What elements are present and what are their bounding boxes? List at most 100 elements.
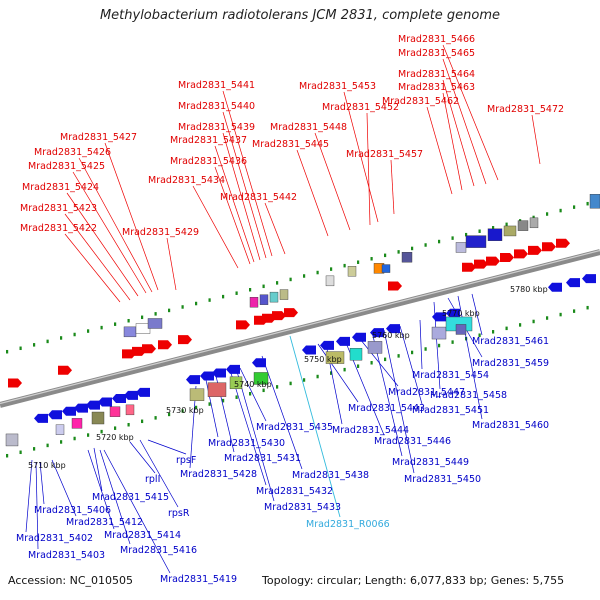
scale-ticks [6, 201, 589, 458]
tick-mark [586, 305, 589, 310]
reverse-gene-arrow [124, 390, 138, 400]
tick-mark [73, 436, 76, 441]
tick-mark [411, 350, 414, 355]
tick-mark [208, 402, 211, 406]
reverse-gene-arrow [566, 278, 580, 288]
forward-label-leader [264, 202, 286, 255]
gene-box [71, 418, 83, 429]
forward-label-leader [64, 233, 121, 303]
reverse-gene-label: Mrad2831_5450 [404, 474, 481, 485]
reverse-label-leader [35, 461, 39, 550]
tick-mark [384, 253, 387, 258]
gene-box [147, 318, 163, 329]
scale-label: 5710 kbp [28, 461, 66, 470]
reverse-gene-label: Mrad2831_5444 [332, 425, 409, 436]
reverse-gene-arrow [62, 406, 76, 416]
tick-mark [289, 381, 292, 386]
tick-mark [316, 270, 319, 275]
tick-mark [154, 312, 157, 316]
reverse-gene-label: Mrad2831_5459 [472, 358, 549, 369]
reverse-gene-label: Mrad2831_5454 [412, 370, 489, 381]
forward-gene-arrow [158, 340, 172, 350]
reverse-gene-arrow [48, 410, 62, 420]
gene-box [207, 382, 227, 397]
tick-mark [519, 323, 522, 327]
reverse-gene-label: Mrad2831_5458 [430, 390, 507, 401]
reverse-gene-arrow [112, 393, 126, 403]
reverse-gene-arrow [336, 336, 350, 346]
reverse-gene-arrow [386, 324, 400, 334]
tick-mark [168, 308, 171, 313]
gene-box [109, 406, 121, 417]
forward-gene-label: Mrad2831_5440 [178, 101, 255, 112]
reverse-gene-arrow [98, 397, 112, 407]
reverse-gene-label: Mrad2831_5438 [292, 470, 369, 481]
tick-mark [235, 291, 238, 295]
gene-box [347, 266, 357, 277]
tick-mark [249, 392, 252, 396]
reverse-gene-label: Mrad2831_5403 [28, 550, 105, 561]
forward-gene-arrow [528, 245, 542, 255]
gene-box [517, 220, 529, 231]
reverse-gene-label: rplI [145, 474, 160, 485]
tick-mark [208, 298, 211, 302]
scale-label: 5780 kbp [510, 285, 548, 294]
reverse-gene-label: Mrad2831_5419 [160, 574, 237, 585]
reverse-gene-label: Mrad2831_5451 [412, 405, 489, 416]
scale-label: 5760 kbp [372, 331, 410, 340]
tick-mark [505, 222, 508, 227]
gene-box [123, 326, 137, 338]
forward-label-leader [66, 192, 139, 297]
forward-label-leader [442, 92, 463, 191]
tick-mark [397, 354, 400, 358]
gene-box [401, 252, 413, 263]
gene-box [455, 324, 467, 335]
tick-mark [87, 433, 90, 437]
gene-box [91, 411, 105, 425]
forward-gene-arrow [272, 311, 286, 321]
forward-label-leader [343, 91, 379, 223]
forward-label-leader [366, 112, 371, 226]
forward-label-leader [296, 149, 329, 237]
reverse-label-leader [383, 329, 415, 474]
forward-gene-label: Mrad2831_5425 [28, 161, 105, 172]
gene-box [349, 348, 363, 361]
forward-gene-label: Mrad2831_5448 [270, 122, 347, 133]
gene-box [325, 351, 345, 364]
reverse-label-leader [317, 343, 359, 403]
tick-mark [222, 294, 225, 299]
forward-label-leader [222, 132, 261, 261]
gene-box [431, 326, 447, 340]
tick-mark [370, 257, 373, 261]
tick-mark [33, 447, 36, 451]
tick-mark [532, 319, 535, 324]
tick-mark [397, 250, 400, 254]
forward-label-leader [442, 58, 487, 185]
gene-box [503, 225, 517, 237]
reverse-gene-label: Mrad2831_5447 [388, 387, 465, 398]
tick-mark [168, 412, 171, 417]
reverse-gene-arrow [320, 340, 334, 350]
forward-gene-label: Mrad2831_5434 [148, 175, 225, 186]
forward-label-leader [214, 166, 251, 265]
reverse-gene-arrow [302, 345, 316, 355]
gene-box [229, 376, 243, 390]
tick-mark [424, 347, 427, 351]
reverse-gene-arrow [352, 332, 366, 342]
tick-mark [532, 215, 535, 220]
forward-gene-label: Mrad2831_5466 [398, 34, 475, 45]
gene-box [55, 424, 65, 435]
reverse-label-leader [457, 295, 483, 420]
forward-label-leader [531, 114, 541, 165]
reverse-gene-label: Mrad2831_5461 [472, 336, 549, 347]
tick-mark [343, 367, 346, 372]
tick-mark [478, 229, 481, 233]
forward-gene-label: Mrad2831_5457 [346, 149, 423, 160]
forward-label-leader [442, 79, 475, 187]
reverse-gene-label: Mrad2831_5415 [92, 492, 169, 503]
tick-mark [438, 343, 441, 348]
reverse-gene-label: rpsR [168, 508, 190, 519]
forward-gene-label: Mrad2831_5472 [487, 104, 564, 115]
tick-mark [249, 288, 252, 292]
